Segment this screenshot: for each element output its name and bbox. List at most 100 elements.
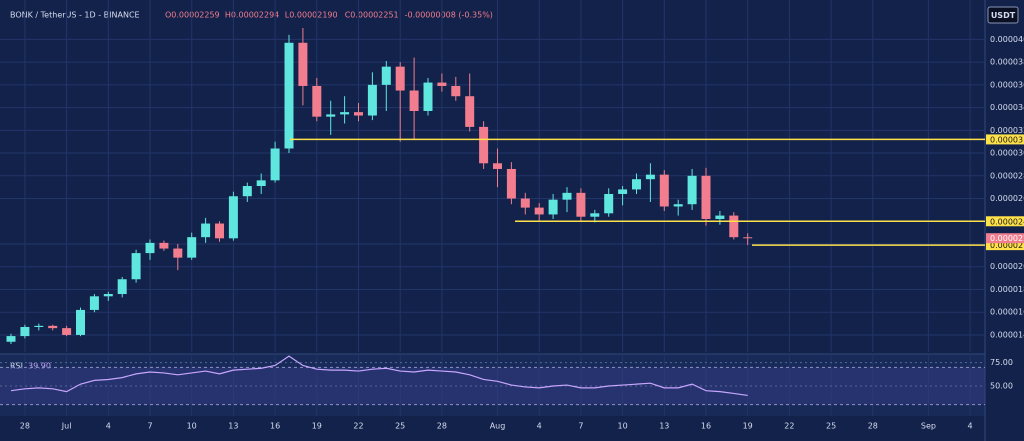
y-tick-label: 50.00 [990,382,1013,391]
x-tick-label: 25 [826,422,836,431]
ohlc-legend: O0.00002259 [165,11,220,20]
candle-body [131,253,141,280]
y-tick-label: 75.00 [990,358,1013,367]
candle-body [62,328,72,335]
y-tick-label: 0.0000380 [990,58,1024,67]
x-tick-label: 28 [437,422,447,431]
x-tick-label: 4 [968,422,973,431]
candle-body [242,186,252,197]
candle-body [687,175,697,205]
rsi-title: RSI [10,362,23,371]
currency-label[interactable]: USDT [991,11,1016,20]
candle-body [103,294,113,297]
candle-body [729,215,739,238]
x-tick-label: 28 [868,422,878,431]
y-tick-label: 0.0000180 [990,285,1024,294]
candle-body [673,204,683,207]
x-tick-label: 16 [701,422,711,431]
x-tick-label: 19 [312,422,322,431]
candle-body [159,242,169,249]
candle-body [715,215,725,219]
candle-body [340,112,350,115]
x-tick-label: 10 [187,422,197,431]
candle-body [228,196,238,239]
level-tag [986,240,1024,251]
candle-body [645,174,655,180]
candle-body [701,175,711,219]
level-tag [986,134,1024,145]
candle-body [534,207,544,215]
ohlc-legend: H0.00002294 [225,11,279,20]
y-tick-label: 0.0000320 [990,126,1024,135]
candle-body [479,126,489,164]
y-tick-label: 0.0000140 [990,330,1024,339]
candle-body [395,66,405,91]
y-tick-label: 0.0000360 [990,80,1024,89]
candle-body [618,189,628,194]
candle-body [48,325,58,329]
currency-button[interactable] [987,6,1019,24]
candle-body [20,326,30,337]
x-tick-label: 16 [270,422,280,431]
candle-body [506,168,516,199]
candle-body [312,85,322,117]
candle-body [604,193,614,214]
candle-body [465,96,475,127]
level-label: 0.0000312 [990,135,1024,144]
chart-title: BONK / TetherUS - 1D - BINANCE [10,11,140,20]
candle-body [548,199,558,215]
candle-body [187,237,197,258]
y-tick-label: 0.0000400 [990,35,1024,44]
candle-body [270,148,280,181]
candle-body [215,223,224,239]
candle-body [520,198,530,208]
x-tick-label: 4 [106,422,111,431]
x-tick-label: 28 [20,422,30,431]
x-tick-label: 10 [618,422,628,431]
candle-body [381,66,391,85]
candle-body [6,336,16,342]
candle-body [632,179,641,190]
y-tick-label: 0.0000260 [990,194,1024,203]
x-tick-label: Aug [490,422,506,431]
rsi-pane [0,354,985,416]
level-label: 0.0000240 [990,217,1024,226]
candle-body [354,112,363,116]
candle-body [201,223,211,238]
x-tick-label: 13 [228,422,238,431]
candle-body [326,114,336,117]
candle-body [367,84,377,116]
candle-body [145,242,155,254]
rsi-band [0,367,985,405]
y-tick-label: 0.0000160 [990,308,1024,317]
candle-body [298,42,308,86]
candle-body [437,82,447,86]
x-tick-label: Sep [921,422,936,431]
y-tick-label: 0.0000300 [990,149,1024,158]
y-tick-label: 0.0000340 [990,103,1024,112]
candle-body [493,163,502,169]
last-price-tag [986,233,1024,244]
y-tick-label: 0.0000280 [990,171,1024,180]
last-price-label: 0.0000225 [990,234,1024,243]
candle-body [173,248,183,258]
candle-body [76,309,85,335]
candle-body [562,192,572,200]
candle-body [743,237,753,239]
x-tick-label: 7 [578,422,583,431]
candle-body [423,82,433,111]
x-tick-label: Jul [61,422,72,431]
candle-body [409,90,419,111]
candle-body [256,180,266,187]
x-tick-label: 22 [353,422,363,431]
rsi-value: 39.90 [28,362,51,371]
candle-body [284,42,294,149]
x-tick-label: 7 [147,422,152,431]
candle-body [659,174,669,207]
rsi-line [10,355,748,397]
ohlc-legend: -0.00000008 (-0.35%) [405,11,493,20]
candle-body [34,325,44,327]
level-label: 0.0000219 [990,241,1024,250]
candle-body [451,85,461,97]
